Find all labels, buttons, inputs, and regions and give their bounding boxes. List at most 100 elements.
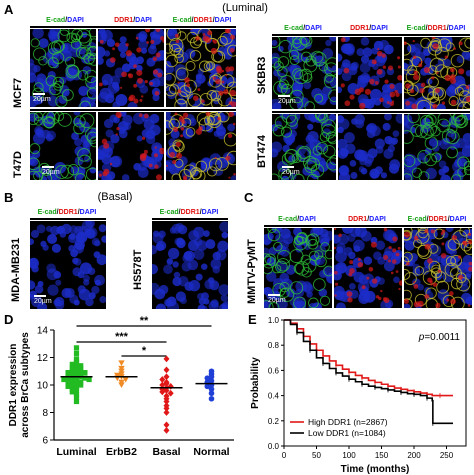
y-tick-label: 0.2	[268, 417, 280, 426]
legend-label: Low DDR1 (n=1084)	[308, 428, 386, 438]
scale-bar-bt474: 20µm	[282, 166, 300, 176]
image-mmtv-ecad	[264, 228, 332, 308]
header-merge-right: E-cad/DDR1/DAPI	[406, 25, 466, 32]
data-point	[73, 392, 80, 398]
significance-label: ***	[115, 331, 129, 343]
data-point	[208, 373, 215, 380]
data-point	[69, 365, 75, 372]
data-point	[208, 386, 215, 392]
row-label-hs578t: HS578T	[132, 249, 144, 290]
image-t47d-ecad	[30, 112, 96, 180]
image-t47d-merge	[166, 112, 236, 180]
header-ecad-dapi: E-cad/DAPI	[46, 17, 84, 24]
data-point	[65, 372, 71, 378]
y-axis-label: DDR1 expression	[8, 344, 19, 427]
data-point	[69, 386, 75, 392]
data-point	[163, 409, 170, 416]
scale-bar-t47d: 20µm	[42, 166, 60, 176]
y-tick-label: 12	[37, 353, 49, 364]
data-point	[204, 375, 211, 381]
data-point	[118, 382, 125, 388]
data-point	[65, 375, 71, 381]
row-label-mcf7: MCF7	[12, 78, 24, 108]
data-point	[73, 360, 80, 366]
plot-frame	[283, 319, 467, 447]
header-rule	[30, 26, 236, 28]
header-rule-b-right	[152, 218, 228, 220]
data-point	[65, 379, 71, 385]
row-label-bt474: BT474	[256, 134, 268, 168]
image-mcf7-ddr1	[98, 29, 164, 107]
data-point	[204, 383, 211, 390]
y-tick-label: 10	[37, 381, 49, 392]
data-point	[208, 395, 215, 402]
image-bt474-ecad	[272, 114, 336, 180]
image-mcf7-merge	[166, 29, 236, 107]
survival-curve-1	[284, 319, 453, 425]
data-point	[163, 366, 170, 374]
data-point	[78, 363, 84, 369]
header-rule-right	[272, 34, 470, 36]
image-skbr3-ddr1	[338, 37, 402, 109]
data-point	[65, 370, 71, 376]
image-mmtv-ddr1	[334, 228, 402, 308]
data-point	[69, 368, 75, 374]
y-tick-label: 0.4	[268, 392, 280, 401]
row-rule-t47d	[30, 109, 236, 111]
data-point	[73, 378, 80, 384]
y-tick-label: 8	[42, 408, 48, 419]
data-point	[69, 389, 75, 395]
scale-bar-mdamb231: 20µm	[34, 295, 52, 305]
image-bt474-merge	[404, 114, 470, 180]
panel-letter-b: B	[4, 190, 14, 205]
significance-label: *	[142, 345, 147, 357]
data-point	[208, 378, 215, 384]
panel-letter-c: C	[244, 190, 254, 205]
data-point	[65, 383, 71, 389]
header-ddr1-dapi-right: DDR1/DAPI	[350, 25, 388, 32]
data-point	[73, 381, 80, 387]
x-tick-label: 0	[282, 451, 287, 460]
image-bt474-ddr1	[338, 114, 402, 180]
data-point	[86, 376, 92, 383]
group-label-luminal: (Luminal)	[222, 2, 268, 14]
data-point	[73, 371, 80, 377]
data-point	[163, 426, 170, 434]
header-c-merge: E-cad/DDR1/DAPI	[407, 216, 467, 223]
header-ddr1-dapi: DDR1/DAPI	[114, 17, 152, 24]
data-point	[73, 345, 80, 351]
y-tick-label: 0.6	[268, 366, 280, 375]
data-point	[69, 371, 75, 377]
data-point	[73, 367, 80, 373]
y-axis-label: across BrCa subtypes	[20, 332, 31, 438]
header-c-ddr1: DDR1/DAPI	[348, 216, 386, 223]
legend-label: High DDR1 (n=2867)	[308, 417, 388, 427]
data-point	[82, 375, 88, 381]
p-value-annotation: p=0.0011	[418, 332, 461, 343]
row-label-t47d: T47D	[12, 151, 24, 178]
header-b-right: E-cad/DDR1/DAPI	[159, 209, 219, 216]
image-mdamb231	[30, 221, 106, 309]
image-t47d-ddr1	[98, 112, 164, 180]
x-tick-label: 200	[407, 451, 421, 460]
x-tick-label: ErbB2	[106, 446, 137, 458]
y-tick-label: 1.0	[268, 316, 280, 325]
data-point	[82, 370, 88, 376]
x-tick-label: 150	[375, 451, 389, 460]
y-tick-label: 14	[37, 326, 49, 337]
image-skbr3-merge	[404, 37, 470, 109]
data-point	[118, 360, 125, 366]
data-point	[73, 364, 80, 370]
scatter-chart-d: 6 8 10 12 14 Luminal ErbB2 Basal Normal DDR1 expr…	[8, 315, 234, 458]
significance-label: **	[140, 315, 149, 327]
header-rule-c	[264, 225, 472, 227]
data-point	[78, 365, 84, 372]
data-point	[122, 376, 129, 383]
data-point	[73, 398, 80, 405]
group-label-basal: (Basal)	[97, 191, 133, 203]
data-point	[78, 379, 84, 385]
x-tick-label: Luminal	[56, 446, 96, 458]
image-hs578t	[152, 221, 228, 309]
image-mmtv-merge	[404, 228, 472, 308]
row-label-skbr3: SKBR3	[256, 56, 268, 94]
